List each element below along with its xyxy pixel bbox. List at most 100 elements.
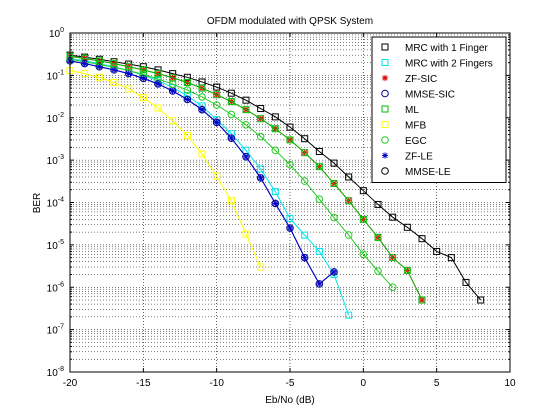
- series-zf-le: [67, 57, 337, 287]
- data-point-zf-le: [213, 119, 220, 126]
- data-point-mfb: [213, 172, 221, 180]
- data-point-mfb: [154, 104, 162, 112]
- data-point-zf-le: [228, 135, 235, 142]
- data-point-egc: [212, 101, 221, 109]
- x-tick-label: -20: [63, 378, 78, 389]
- legend-label-mfb: MFB: [405, 121, 426, 132]
- y-tick-exponent: -2: [58, 112, 64, 119]
- data-point-ml: [227, 98, 235, 106]
- data-point-ml: [139, 66, 147, 74]
- y-tick-base: 10: [47, 156, 59, 167]
- legend-label-mrc-with-2-fingers: MRC with 2 Fingers: [405, 59, 493, 70]
- legend: MRC with 1 Finger MRC with 2 Fingers ZF-SI…: [371, 36, 507, 183]
- data-point-mrc-with-1-finger: [315, 147, 323, 155]
- chart-title: OFDM modulated with QPSK System: [207, 16, 373, 27]
- data-point-mmse-sic: [286, 224, 294, 232]
- y-tick-base: 10: [47, 368, 59, 379]
- y-tick-exponent: -6: [58, 281, 64, 288]
- legend-marker-zf-sic: [382, 75, 388, 81]
- y-tick-label: 100: [49, 27, 64, 40]
- data-point-zf-le: [140, 75, 147, 82]
- data-point-mrc-with-2-fingers: [271, 188, 279, 196]
- axis-ticks: -20 -15 -10 -5 0 5 1010-810-710-610-510-410-31…: [47, 27, 516, 389]
- data-point-mrc-with-2-fingers: [257, 165, 265, 173]
- data-point-mfb: [81, 70, 89, 78]
- legend-marker-zf-le: [382, 152, 388, 159]
- data-point-mmse-sic: [198, 105, 206, 114]
- data-point-egc: [271, 146, 280, 155]
- x-tick-label: -5: [286, 378, 295, 389]
- data-point-mrc-with-2-fingers: [315, 247, 323, 255]
- data-point-egc: [198, 93, 206, 101]
- data-point-egc: [183, 86, 192, 94]
- data-point-mrc-with-1-finger: [447, 254, 455, 262]
- data-point-ml: [345, 197, 353, 205]
- data-point-ml: [301, 149, 309, 157]
- series-line-mfb: [69, 70, 262, 268]
- y-tick-label: 10-8: [47, 366, 64, 379]
- data-point-egc: [388, 283, 397, 292]
- series-mfb: [66, 67, 265, 271]
- y-tick-exponent: -8: [58, 366, 64, 373]
- y-tick-exponent: -4: [58, 197, 64, 204]
- data-point-zf-le: [257, 174, 264, 181]
- data-point-ml: [418, 296, 426, 304]
- y-tick-label: 10-4: [47, 197, 64, 210]
- data-point-ml: [330, 180, 338, 188]
- data-point-mrc-with-1-finger: [301, 135, 309, 143]
- data-point-ml: [110, 60, 118, 68]
- data-point-mrc-with-2-fingers: [345, 311, 353, 319]
- data-point-zf-le: [287, 225, 293, 232]
- data-point-egc: [374, 267, 382, 275]
- y-tick-exponent: -1: [58, 69, 64, 76]
- data-point-ml: [271, 125, 279, 133]
- data-point-zf-le: [125, 70, 132, 77]
- x-tick-label: -15: [136, 378, 151, 389]
- data-point-zf-le: [331, 268, 337, 275]
- data-point-ml: [403, 266, 411, 274]
- series-line-ml: [69, 55, 423, 301]
- series-line-egc: [69, 58, 394, 288]
- data-point-zf-le: [301, 254, 308, 261]
- legend-marker-mfb: [381, 121, 389, 128]
- data-point-mrc-with-1-finger: [403, 223, 411, 231]
- x-axis-label: Eb/No (dB): [265, 395, 314, 406]
- y-tick-label: 10-3: [47, 154, 64, 167]
- legend-label-zf-sic: ZF-SIC: [405, 74, 437, 85]
- data-point-egc: [330, 213, 338, 222]
- legend-marker-mrc-with-2-fingers: [381, 59, 389, 66]
- y-tick-base: 10: [47, 326, 59, 337]
- y-tick-base: 10: [47, 199, 59, 210]
- x-tick-label: -10: [209, 378, 224, 389]
- data-point-mfb: [95, 73, 103, 81]
- data-point-zf-le: [111, 66, 117, 73]
- legend-label-mrc-with-1-finger: MRC with 1 Finger: [405, 43, 488, 54]
- data-point-mrc-with-1-finger: [227, 89, 235, 97]
- data-point-zf-le: [81, 60, 88, 67]
- legend-label-mmse-le: MMSE-LE: [405, 167, 451, 178]
- data-point-mrc-with-1-finger: [213, 83, 221, 91]
- data-point-ml: [257, 115, 265, 123]
- data-point-mfb: [139, 94, 147, 102]
- data-point-mrc-with-2-fingers: [286, 214, 294, 222]
- data-point-egc: [344, 231, 353, 239]
- legend-label-mmse-sic: MMSE-SIC: [405, 90, 455, 101]
- y-tick-exponent: -5: [58, 239, 64, 246]
- data-point-mmse-sic: [212, 118, 221, 127]
- data-point-egc: [315, 195, 324, 203]
- data-point-ml: [154, 70, 162, 78]
- legend-marker-mrc-with-1-finger: [381, 43, 389, 51]
- y-tick-label: 10-5: [47, 239, 64, 252]
- data-point-ml: [374, 233, 382, 241]
- data-point-mfb: [125, 85, 133, 93]
- data-point-egc: [286, 160, 294, 169]
- x-tick-label: 5: [434, 378, 440, 389]
- y-tick-label: 10-6: [47, 281, 64, 294]
- data-point-mrc-with-1-finger: [389, 213, 397, 221]
- data-point-ml: [183, 78, 191, 86]
- data-point-mfb: [183, 132, 191, 140]
- y-axis-label: BER: [32, 193, 43, 214]
- data-point-mfb: [198, 150, 206, 158]
- data-point-ml: [125, 63, 133, 71]
